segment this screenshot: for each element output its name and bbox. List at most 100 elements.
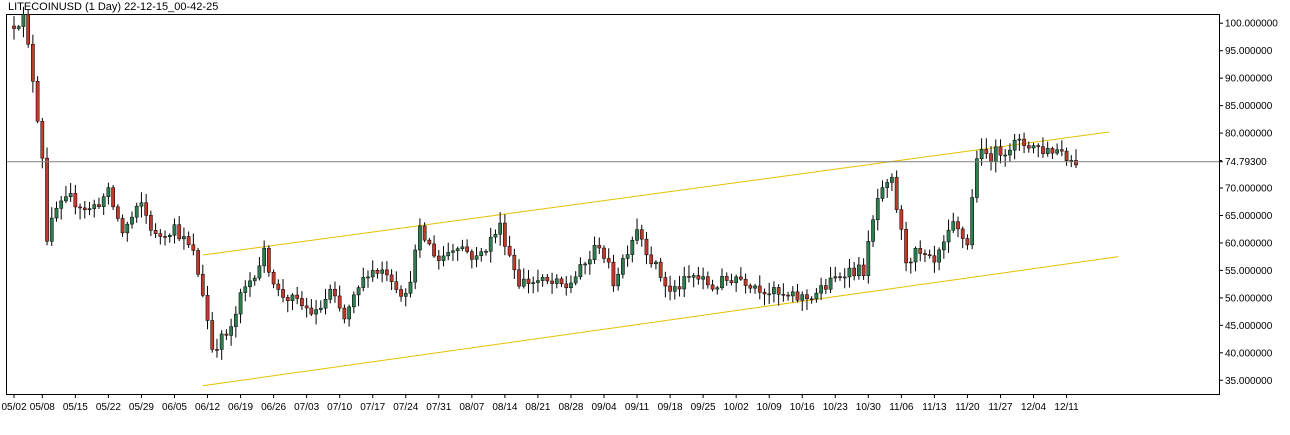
candle-down: [757, 285, 762, 293]
candle-down: [436, 255, 441, 261]
current-price-label: 74.79300: [1225, 157, 1267, 168]
candle-down: [611, 261, 616, 287]
candle-down: [644, 238, 649, 256]
candle-up: [1055, 149, 1059, 154]
candle-up: [351, 294, 356, 308]
x-tick-label: 09/11: [625, 402, 650, 413]
candle-down: [281, 289, 285, 298]
x-tick-label: 07/10: [327, 402, 352, 413]
candle-up: [1031, 145, 1036, 149]
candle-up: [68, 193, 73, 197]
candle-up: [866, 241, 871, 276]
x-tick-label: 06/12: [195, 402, 220, 413]
candle-up: [941, 241, 946, 251]
candle-up: [441, 255, 446, 261]
candle-up: [592, 245, 597, 260]
candle-down: [795, 291, 800, 301]
candle-up: [790, 291, 795, 297]
y-tick-label: 50.000000: [1225, 293, 1273, 304]
candle-down: [606, 258, 611, 263]
candle-up: [314, 309, 318, 315]
candle-down: [115, 206, 120, 219]
candle-up: [134, 205, 139, 218]
candle-down: [432, 243, 436, 257]
candle-up: [890, 177, 894, 183]
x-tick-label: 11/06: [889, 402, 914, 413]
candle-down: [465, 246, 469, 252]
y-tick-label: 80.000000: [1225, 129, 1273, 140]
candle-up: [238, 292, 243, 315]
x-tick-label: 05/29: [129, 402, 154, 413]
x-tick-label: 07/24: [393, 402, 418, 413]
chart-title: LITECOINUSD (1 Day) 22-12-15_00-42-25: [6, 1, 221, 14]
x-tick-label: 05/15: [63, 402, 88, 413]
candle-up: [554, 278, 559, 284]
x-tick-label: 08/28: [558, 402, 583, 413]
candle-down: [196, 250, 200, 275]
candle-up: [847, 267, 852, 278]
candle-down: [45, 157, 49, 242]
candle-down: [965, 238, 970, 246]
candle-up: [451, 250, 455, 253]
channel-line-lower: [202, 256, 1119, 387]
candle-down: [989, 153, 993, 162]
candle-down: [271, 271, 276, 285]
candle-down: [512, 254, 517, 271]
candle-down: [267, 247, 271, 273]
candle-up: [672, 286, 677, 292]
candle-down: [597, 245, 602, 249]
x-tick-label: 06/26: [261, 402, 286, 413]
candle-down: [224, 333, 229, 336]
x-axis: 05/02 05/08 05/15 05/22 05/29 06/05 06/12 06/19…: [1, 394, 1079, 413]
candle-up: [318, 307, 323, 310]
candle-down: [26, 13, 31, 45]
candle-up: [871, 219, 875, 242]
candle-up: [875, 198, 880, 220]
candle-up: [654, 261, 658, 265]
candle-down: [852, 267, 857, 277]
candle-down: [1064, 150, 1069, 161]
candle-down: [677, 286, 682, 290]
x-tick-label: 07/31: [426, 402, 451, 413]
candle-down: [658, 261, 663, 278]
candle-down: [927, 254, 932, 257]
candle-up: [233, 313, 238, 327]
candle-up: [842, 276, 847, 279]
x-tick-label: 12/04: [1021, 402, 1046, 413]
candle-up: [951, 221, 956, 231]
candle-down: [838, 276, 842, 278]
candle-up: [248, 280, 252, 288]
candle-down: [309, 307, 314, 315]
x-tick-label: 10/16: [790, 402, 815, 413]
candle-up: [587, 259, 592, 265]
candle-down: [545, 277, 550, 282]
y-tick-label: 45.000000: [1225, 321, 1273, 332]
candle-down: [276, 283, 281, 290]
y-tick-label: 35.000000: [1225, 376, 1273, 387]
candle-up: [455, 248, 460, 252]
candle-down: [1074, 160, 1078, 166]
candle-down: [668, 285, 672, 292]
y-tick-label: 60.000000: [1225, 238, 1273, 249]
candle-down: [82, 207, 87, 211]
candle-up: [1008, 149, 1012, 156]
candle-up: [59, 200, 64, 209]
candle-down: [823, 285, 828, 290]
candle-up: [970, 197, 975, 246]
candle-up: [87, 208, 92, 211]
candle-up: [493, 233, 498, 238]
candle-down: [333, 288, 337, 297]
candle-up: [521, 278, 526, 287]
candle-down: [304, 305, 309, 309]
candle-up: [573, 276, 578, 284]
candle-down: [177, 224, 182, 240]
chart-area[interactable]: [6, 14, 1220, 395]
candle-up: [908, 261, 913, 264]
candle-down: [559, 278, 564, 285]
candle-up: [701, 276, 705, 280]
candle-up: [446, 252, 451, 257]
candle-down: [639, 229, 644, 240]
x-tick-label: 11/27: [988, 402, 1013, 413]
candle-up: [139, 202, 144, 207]
